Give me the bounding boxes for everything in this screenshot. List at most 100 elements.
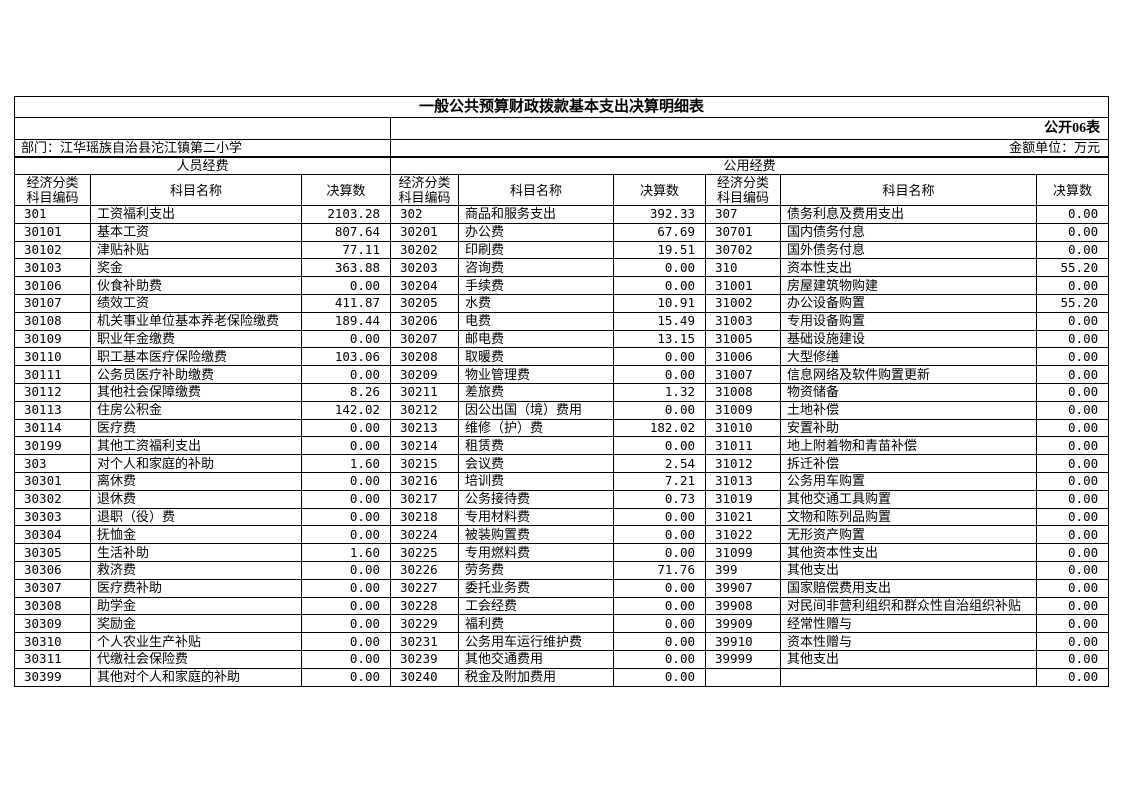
code-cell: 30112 bbox=[14, 382, 91, 402]
code-cell: 30114 bbox=[14, 418, 91, 438]
subject-cell: 劳务费 bbox=[458, 560, 614, 580]
amount-cell: 8.26 bbox=[301, 382, 391, 402]
code-cell: 30229 bbox=[390, 614, 459, 634]
amount-cell: 0.00 bbox=[613, 543, 706, 562]
code-cell: 31003 bbox=[705, 311, 781, 331]
code-cell: 31013 bbox=[705, 471, 781, 491]
code-cell: 30199 bbox=[14, 436, 91, 456]
amount-cell: 807.64 bbox=[301, 222, 391, 242]
amount-cell: 0.00 bbox=[301, 436, 391, 456]
code-cell: 301 bbox=[14, 205, 91, 224]
subject-cell: 差旅费 bbox=[458, 382, 614, 402]
spacer-cell bbox=[14, 117, 391, 140]
code-cell bbox=[705, 667, 781, 687]
subject-cell: 其他交通工具购置 bbox=[780, 489, 1037, 509]
table-row: 30399 其他对个人和家庭的补助 0.00 30240 税金及附加费用 0.00 0.00 bbox=[14, 667, 1110, 687]
amount-cell: 392.33 bbox=[613, 205, 706, 224]
amount-cell: 19.51 bbox=[613, 240, 706, 260]
code-cell: 30239 bbox=[390, 649, 459, 669]
subject-cell: 培训费 bbox=[458, 471, 614, 491]
table-row: 30101 基本工资 807.64 30201 办公费 67.69 30701 国内债务付息 0… bbox=[14, 222, 1110, 242]
unit-label: 金额单位：万元 bbox=[389, 139, 1110, 158]
table-row: 30106 伙食补助费 0.00 30204 手续费 0.00 31001 房屋建筑物购建 0.… bbox=[14, 276, 1110, 295]
amount-cell: 363.88 bbox=[301, 258, 391, 278]
amount-cell: 0.00 bbox=[1035, 667, 1110, 687]
subject-cell: 其他交通费用 bbox=[458, 649, 614, 669]
code-cell: 31007 bbox=[705, 365, 781, 384]
table-row: 30103 奖金 363.88 30203 咨询费 0.00 310 资本性支出 55.20 bbox=[14, 258, 1110, 278]
table-row: 303 对个人和家庭的补助 1.60 30215 会议费 2.54 31012 拆迁补偿 0.0… bbox=[14, 454, 1110, 473]
department-label: 部门：江华瑶族自治县沱江镇第二小学 bbox=[14, 139, 391, 158]
code-cell: 30107 bbox=[14, 293, 91, 313]
header-subject-3: 科目名称 bbox=[780, 174, 1037, 206]
code-cell: 399 bbox=[705, 560, 781, 580]
amount-cell: 0.00 bbox=[1035, 347, 1110, 367]
code-cell: 30106 bbox=[14, 276, 91, 295]
amount-cell: 0.00 bbox=[301, 507, 391, 527]
amount-cell: 0.00 bbox=[1035, 205, 1110, 224]
subject-cell: 机关事业单位基本养老保险缴费 bbox=[90, 311, 302, 331]
subject-cell: 津贴补贴 bbox=[90, 240, 302, 260]
subject-cell: 国内债务付息 bbox=[780, 222, 1037, 242]
code-cell: 31009 bbox=[705, 400, 781, 420]
subject-cell: 奖金 bbox=[90, 258, 302, 278]
amount-cell: 0.00 bbox=[1035, 525, 1110, 545]
amount-cell: 15.49 bbox=[613, 311, 706, 331]
subject-cell: 债务利息及费用支出 bbox=[780, 205, 1037, 224]
amount-cell: 0.00 bbox=[613, 276, 706, 295]
subject-cell: 咨询费 bbox=[458, 258, 614, 278]
code-cell: 30308 bbox=[14, 596, 91, 616]
amount-cell: 0.00 bbox=[613, 347, 706, 367]
amount-cell: 10.91 bbox=[613, 293, 706, 313]
subject-cell: 离休费 bbox=[90, 471, 302, 491]
code-cell: 31008 bbox=[705, 382, 781, 402]
subject-cell: 工资福利支出 bbox=[90, 205, 302, 224]
amount-cell: 71.76 bbox=[613, 560, 706, 580]
code-cell: 39908 bbox=[705, 596, 781, 616]
amount-cell: 0.00 bbox=[1035, 649, 1110, 669]
amount-cell: 77.11 bbox=[301, 240, 391, 260]
amount-cell: 0.00 bbox=[613, 649, 706, 669]
code-cell: 31019 bbox=[705, 489, 781, 509]
subject-cell: 被装购置费 bbox=[458, 525, 614, 545]
meta-row: 部门：江华瑶族自治县沱江镇第二小学 金额单位：万元 bbox=[14, 139, 1110, 158]
amount-cell: 0.00 bbox=[1035, 471, 1110, 491]
table-row: 30307 医疗费补助 0.00 30227 委托业务费 0.00 39907 国家赔偿费用支… bbox=[14, 578, 1110, 598]
code-cell: 30224 bbox=[390, 525, 459, 545]
amount-cell: 0.00 bbox=[1035, 276, 1110, 295]
table-row: 30112 其他社会保障缴费 8.26 30211 差旅费 1.32 31008 物资储备 0.… bbox=[14, 382, 1110, 402]
table-row: 30306 救济费 0.00 30226 劳务费 71.76 399 其他支出 0.00 bbox=[14, 560, 1110, 580]
code-cell: 31010 bbox=[705, 418, 781, 438]
amount-cell: 182.02 bbox=[613, 418, 706, 438]
header-amount-3: 决算数 bbox=[1035, 174, 1110, 206]
amount-cell: 0.00 bbox=[301, 276, 391, 295]
amount-cell: 0.00 bbox=[1035, 507, 1110, 527]
amount-cell: 0.00 bbox=[1035, 240, 1110, 260]
table-row: 301 工资福利支出 2103.28 302 商品和服务支出 392.33 307 债务利息及… bbox=[14, 205, 1110, 224]
code-cell: 30702 bbox=[705, 240, 781, 260]
subject-cell: 资本性支出 bbox=[780, 258, 1037, 278]
amount-cell: 0.00 bbox=[301, 560, 391, 580]
amount-cell: 0.00 bbox=[301, 525, 391, 545]
subject-cell: 基本工资 bbox=[90, 222, 302, 242]
subject-cell: 资本性赠与 bbox=[780, 632, 1037, 651]
amount-cell: 0.00 bbox=[301, 418, 391, 438]
code-cell: 30302 bbox=[14, 489, 91, 509]
form-number-row: 公开06表 bbox=[14, 117, 1110, 140]
subject-cell: 委托业务费 bbox=[458, 578, 614, 598]
amount-cell: 1.60 bbox=[301, 454, 391, 473]
subject-cell: 医疗费补助 bbox=[90, 578, 302, 598]
amount-cell: 0.00 bbox=[1035, 560, 1110, 580]
amount-cell: 0.00 bbox=[1035, 578, 1110, 598]
amount-cell: 0.00 bbox=[613, 507, 706, 527]
amount-cell: 0.00 bbox=[1035, 222, 1110, 242]
amount-cell: 0.00 bbox=[301, 578, 391, 598]
subject-cell: 公务员医疗补助缴费 bbox=[90, 365, 302, 384]
code-cell: 30303 bbox=[14, 507, 91, 527]
subject-cell: 物业管理费 bbox=[458, 365, 614, 384]
code-cell: 30399 bbox=[14, 667, 91, 687]
code-cell: 30309 bbox=[14, 614, 91, 634]
amount-cell: 0.00 bbox=[301, 667, 391, 687]
code-cell: 30310 bbox=[14, 632, 91, 651]
subject-cell: 国外债务付息 bbox=[780, 240, 1037, 260]
